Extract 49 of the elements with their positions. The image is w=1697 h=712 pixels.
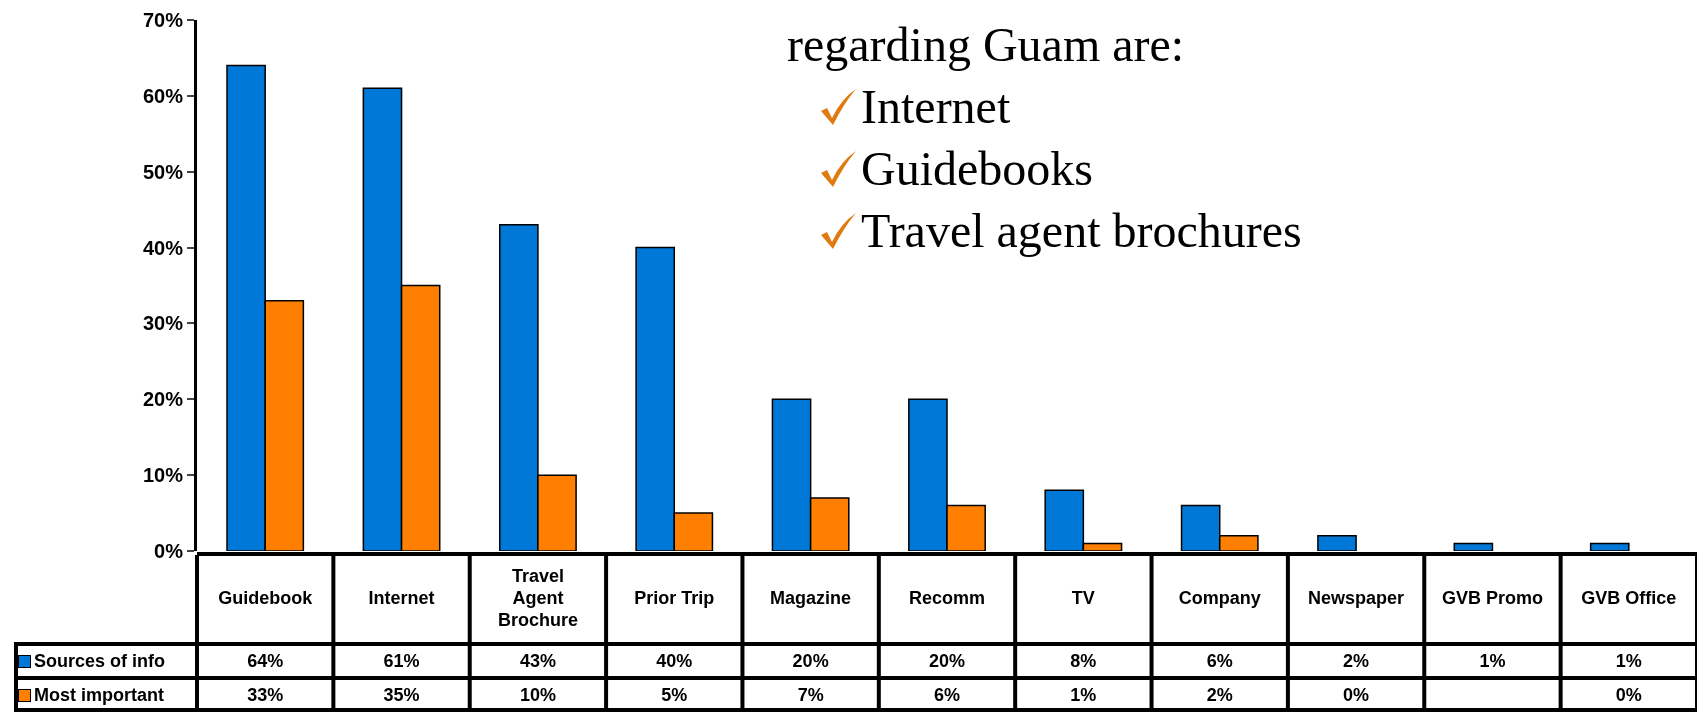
data-label: 2% [1342, 650, 1371, 673]
data-label: 7% [796, 684, 825, 707]
data-label: 61% [382, 650, 421, 673]
x-tick-label: Company [1177, 586, 1262, 610]
legend-label: Most important [34, 684, 164, 706]
y-tick-label: 30% [142, 312, 184, 335]
x-tick-label: Prior Trip [633, 586, 716, 610]
data-label: 6% [933, 684, 961, 707]
data-label: 0% [1342, 684, 1371, 707]
data-label: 43% [518, 650, 557, 673]
y-tick-label: 20% [142, 388, 184, 411]
data-label: 1% [1614, 650, 1643, 673]
data-label: 1% [1069, 684, 1098, 707]
data-label: 6% [1205, 650, 1234, 673]
y-tick-label: 50% [142, 160, 184, 183]
data-label: 35% [382, 684, 421, 707]
data-label: 33% [246, 684, 285, 707]
x-tick-label: Internet [367, 586, 436, 610]
x-tick-label: GVB Office [1580, 586, 1678, 610]
bar [1589, 542, 1630, 551]
legend-label: Sources of info [34, 650, 166, 672]
data-label: 20% [791, 650, 830, 673]
y-tick-label: 10% [142, 464, 184, 487]
x-tick-label: Guidebook [217, 586, 314, 610]
data-label: 5% [660, 684, 689, 707]
data-label: 1% [1478, 650, 1507, 673]
data-label: 10% [518, 684, 557, 707]
annotation: Internet [861, 79, 1011, 135]
x-tick-label: Recomm [907, 586, 986, 610]
data-label: 20% [927, 650, 966, 673]
data-label: 2% [1205, 684, 1234, 707]
bar [1317, 535, 1357, 551]
x-tick-label: Travel Agent Brochure [496, 564, 579, 632]
x-tick-label: TV [1070, 586, 1096, 610]
annotation: Guidebooks [861, 141, 1093, 197]
y-tick-label: 40% [142, 236, 184, 259]
y-tick-label: 60% [142, 84, 184, 107]
annotation: Travel agent brochures [861, 203, 1302, 259]
y-tick-label: 0% [154, 540, 184, 562]
bar [1453, 542, 1494, 551]
data-label: 0% [1614, 684, 1643, 707]
y-tick-label: 70% [142, 9, 184, 31]
x-tick-label: Newspaper [1307, 586, 1406, 610]
x-tick-label: GVB Promo [1440, 586, 1544, 610]
data-label: 64% [246, 650, 285, 673]
annotation: regarding Guam are: [787, 17, 1186, 73]
x-tick-label: Magazine [769, 586, 853, 610]
data-label: 8% [1069, 650, 1098, 673]
data-label: 40% [655, 650, 694, 673]
